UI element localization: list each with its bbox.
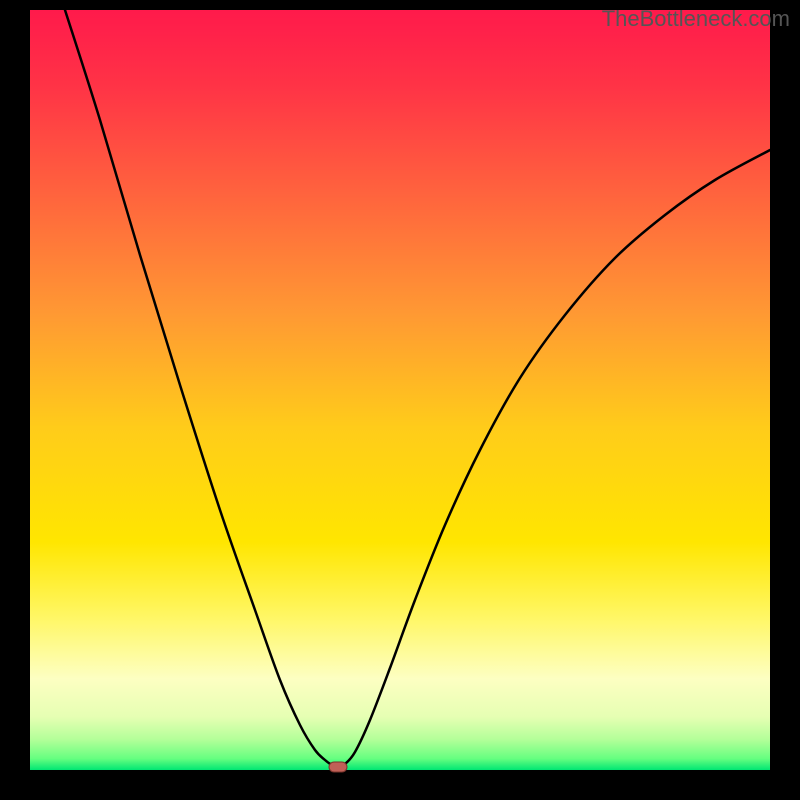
chart-stage: TheBottleneck.com	[0, 0, 800, 800]
chart-svg	[0, 0, 800, 800]
watermark-text: TheBottleneck.com	[602, 6, 790, 32]
plot-background	[30, 10, 770, 770]
min-marker	[329, 762, 347, 772]
